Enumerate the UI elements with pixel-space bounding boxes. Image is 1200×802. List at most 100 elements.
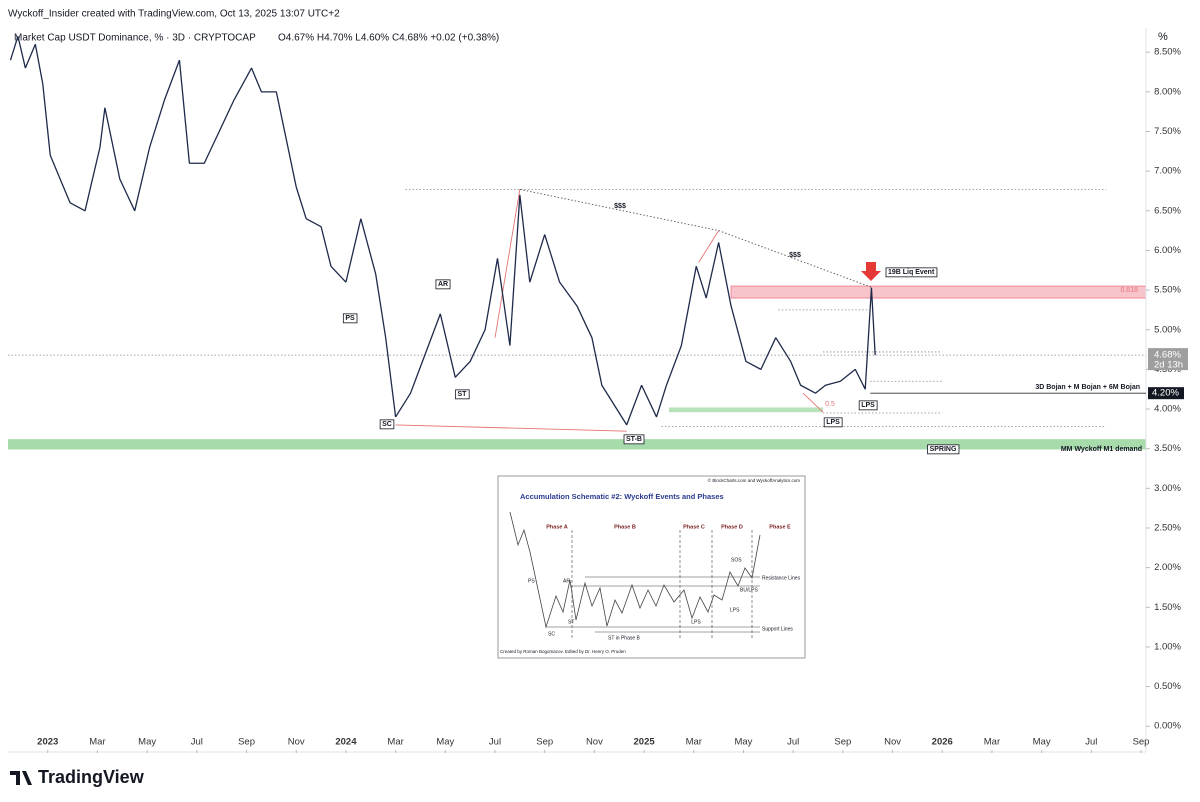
inset-text: Support Lines [762,626,793,632]
trendline [698,230,720,263]
inset-text: PS [528,578,535,584]
y-tick-label: 8.00% [1154,86,1181,97]
annotation: MM Wyckoff M1 demand [1061,446,1142,453]
x-tick-label: Mar [89,737,105,748]
price-line [9,36,876,426]
annotation: 3D Bojan + M Bojan + 6M Bojan [1035,384,1140,391]
trendline [494,189,521,338]
annotation: ST-B [626,436,642,443]
annotation-box [455,389,470,400]
trendline [519,188,873,289]
y-tick-label: 4.00% [1154,404,1181,415]
inset-text: Phase B [614,524,636,530]
annotation: LPS [826,419,840,426]
y-tick-label: 5.00% [1154,324,1181,335]
annotation: AR [438,281,448,288]
x-tick-label: 2025 [634,737,656,748]
inset-text: SOS [731,557,742,563]
inset-text: Created by Roman Bogomazov. Edited by Dr… [500,649,626,654]
zone [8,439,1146,450]
annotation: SC [382,421,392,428]
annotation-box [823,417,843,428]
ohlc: O4.67% H4.70% L4.60% C4.68% +0.02 (+0.38… [278,33,499,44]
y-tick-label: 7.00% [1154,166,1181,177]
inset: © BlockCharts.com and WyckoffAnalytics.c… [497,475,806,659]
annotation-box [435,279,451,290]
x-tick-label: Mar [686,737,702,748]
x-tick-label: May [138,737,156,748]
y-tick-label: 1.00% [1154,641,1181,652]
y-tick-label: 2.50% [1154,522,1181,533]
schematic-lines [546,530,760,640]
annotation: 0.618 [1120,287,1138,294]
x-tick-label: Mar [387,737,403,748]
y-tick-label: 3.00% [1154,483,1181,494]
y-tick-label: 2.00% [1154,562,1181,573]
y-tick-label: 6.00% [1154,245,1181,256]
inset-text: ST [568,619,574,625]
annotation-box [342,313,358,324]
x-tick-label: Jul [1085,737,1097,748]
countdown: 2d 13h [1154,360,1183,371]
symbol: Market Cap USDT Dominance, % · 3D · CRYP… [14,33,256,44]
inset-text: LPS [691,619,701,625]
unit: % [1158,31,1168,43]
arrow [861,262,881,281]
trendline [395,424,627,432]
x-tick-label: Nov [586,737,603,748]
last-price-box [1148,348,1188,371]
inset-text: Phase D [721,524,743,530]
x-tick-label: Sep [1133,737,1150,748]
inset-text: © BlockCharts.com and WyckoffAnalytics.c… [708,477,800,483]
level-box [1148,387,1184,400]
inset-text: LPS [730,607,740,613]
brand: TradingView [38,767,145,787]
y-tick-label: 5.50% [1154,285,1181,296]
y-tick-label: 1.50% [1154,602,1181,613]
y-tick-label: 8.50% [1154,47,1181,58]
inset-text: ST in Phase B [608,635,641,641]
x-tick-label: Jul [191,737,203,748]
inset-text: BU/LPS [740,587,758,593]
inset-frame [497,475,806,659]
annotation: $$$ [789,252,801,259]
x-tick-label: Sep [536,737,553,748]
x-tick-label: May [1033,737,1051,748]
annotation-box [927,444,960,455]
inset-text: Phase E [769,524,791,530]
x-tick-label: May [436,737,454,748]
annotation: SPRING [930,446,957,453]
y-tick-label: 7.50% [1154,126,1181,137]
trendline [802,392,824,413]
x-tick-label: Mar [984,737,1000,748]
header: Wyckoff_Insider created with TradingView… [8,9,340,20]
annotation-box [858,400,878,411]
logo-icon [10,771,32,785]
y-tick-label: 6.50% [1154,205,1181,216]
x-tick-label: 2026 [932,737,953,748]
annotation-box [379,419,395,430]
logo: TradingView [10,767,145,787]
last-price: 4.68% [1154,350,1181,361]
inset-text: Phase A [546,524,568,530]
inset-text: AR [563,578,570,584]
annotation: 19B Liq Event [888,269,935,276]
x-tick-label: May [734,737,752,748]
inset-text: Resistance Lines [762,575,801,581]
y-tick-label: 0.50% [1154,681,1181,692]
annotation-box [885,267,938,278]
inset-text: SC [548,631,555,637]
level-price: 4.20% [1152,388,1179,399]
annotation-box [623,434,645,445]
annotation: 0.5 [825,401,835,408]
annotation: ST [458,391,468,398]
x-tick-label: 2023 [37,737,58,748]
x-tick-label: Nov [884,737,901,748]
x-tick-label: Jul [787,737,799,748]
annotation: LPS [861,402,875,409]
x-tick-label: Nov [288,737,305,748]
annotation: $$$ [614,203,626,210]
annotation: PS [345,315,355,322]
inset-text: Accumulation Schematic #2: Wyckoff Event… [520,492,724,501]
